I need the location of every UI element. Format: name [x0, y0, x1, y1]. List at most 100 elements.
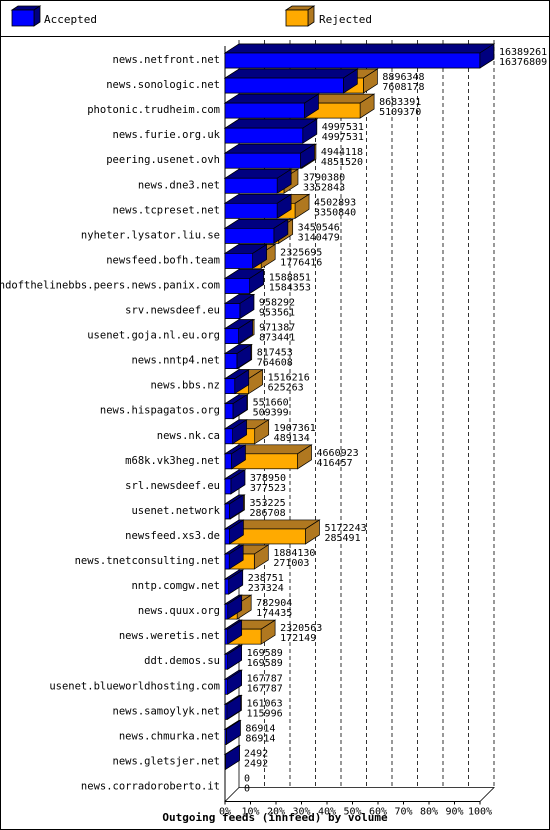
legend-swatch-side — [33, 5, 41, 27]
value-label-offered: 4997531 — [322, 122, 364, 133]
bar-accepted-front — [224, 678, 228, 695]
value-label-offered: 353225 — [249, 498, 285, 509]
bar-accepted-front — [224, 653, 228, 670]
value-label-offered: 2325695 — [280, 247, 322, 258]
value-label-offered: 8896348 — [382, 72, 424, 83]
x-tick-label: 10% — [241, 807, 259, 818]
value-label-accepted: 625263 — [268, 383, 304, 394]
legend-item-rejected: Rejected — [284, 5, 372, 27]
bar-accepted-front — [224, 754, 226, 770]
plot-floor — [224, 787, 495, 802]
legend: Accepted Rejected — [10, 5, 372, 27]
row-label: srv.newsdeef.eu — [125, 305, 220, 317]
value-label-offered: 817453 — [257, 348, 293, 359]
bar-accepted — [223, 168, 293, 194]
legend-swatch — [11, 9, 35, 27]
value-label-offered: 3450546 — [298, 222, 340, 233]
value-label-offered: 4660923 — [317, 448, 359, 459]
bar-accepted-front — [224, 228, 275, 244]
value-label-offered: 4502893 — [314, 197, 356, 208]
value-label-accepted: 764608 — [257, 358, 293, 369]
value-label-accepted: 4851520 — [321, 157, 363, 168]
value-label-accepted: 285491 — [324, 533, 360, 544]
row-label: news.bbs.nz — [150, 380, 220, 392]
row-label: news.tnetconsulting.net — [75, 555, 220, 567]
value-label-offered: 971387 — [259, 323, 295, 334]
value-label-accepted: 115996 — [247, 708, 283, 719]
value-label-accepted: 3140479 — [298, 232, 340, 243]
value-label-offered: 8683391 — [379, 97, 421, 108]
bar-accepted — [223, 644, 243, 670]
value-label-offered: 958292 — [259, 298, 295, 309]
row-label: news.furie.org.uk — [113, 129, 221, 141]
value-label-offered: 169589 — [247, 648, 283, 659]
bar-accepted-front — [224, 102, 305, 119]
bar-accepted — [223, 619, 243, 645]
bar-accepted-front — [224, 52, 481, 69]
bar-accepted — [223, 744, 241, 771]
x-tick-label: 70% — [394, 807, 412, 818]
bar-accepted-front — [224, 553, 230, 570]
bar-accepted-front — [224, 628, 229, 645]
row-label: peering.usenet.ovh — [106, 154, 220, 166]
bar-accepted — [223, 544, 245, 570]
bar-accepted — [223, 694, 242, 720]
value-label-offered: 1588851 — [269, 272, 311, 283]
x-tick-label: 20% — [267, 807, 285, 818]
bar-accepted — [223, 594, 243, 620]
row-label: news.gletsjer.net — [113, 755, 220, 767]
bar-accepted — [223, 193, 293, 219]
value-label-accepted: 3350840 — [314, 207, 356, 218]
value-label-accepted: 1776416 — [280, 257, 322, 268]
bar-accepted — [223, 669, 243, 695]
bar-accepted-front — [224, 328, 239, 344]
value-label-offered: 3790380 — [303, 172, 345, 183]
bar-accepted — [223, 293, 256, 320]
bar-accepted — [223, 369, 250, 395]
row-label: newsfeed.bofh.team — [106, 254, 220, 266]
row-label: ddt.demos.su — [144, 655, 220, 667]
row-label: usenet.goja.nl.eu.org — [87, 330, 220, 342]
row-label: nntp.comgw.net — [131, 580, 220, 592]
row-label: usenet.network — [131, 505, 220, 517]
bar-accepted-front — [224, 603, 229, 620]
bar-accepted — [223, 243, 268, 270]
value-label-offered: 161063 — [247, 698, 283, 709]
bar-accepted — [223, 218, 290, 244]
x-tick-label: 40% — [318, 807, 336, 818]
bar-accepted — [223, 469, 247, 495]
bar-accepted-top — [223, 43, 495, 54]
bar-accepted-front — [224, 303, 241, 319]
x-tick-label: 30% — [292, 807, 310, 818]
value-label-accepted: 7608178 — [382, 82, 424, 93]
bar-accepted-front — [224, 728, 227, 745]
bar-accepted-front — [224, 152, 301, 169]
value-label-offered: 0 — [244, 773, 250, 784]
bar-accepted-front — [224, 478, 232, 495]
bar-accepted — [223, 519, 245, 545]
row-label: news.dne3.net — [138, 179, 220, 191]
value-label-offered: 2320563 — [280, 623, 322, 634]
row-label: news.chmurka.net — [119, 730, 220, 742]
bar-accepted — [223, 569, 244, 595]
bar-accepted-top — [223, 118, 318, 129]
value-label-accepted: 237324 — [248, 583, 284, 594]
value-label-accepted: 873441 — [259, 333, 295, 344]
value-label-accepted: 169589 — [247, 658, 283, 669]
x-tick-label: 0% — [219, 807, 231, 818]
bar-accepted-top — [223, 93, 320, 104]
